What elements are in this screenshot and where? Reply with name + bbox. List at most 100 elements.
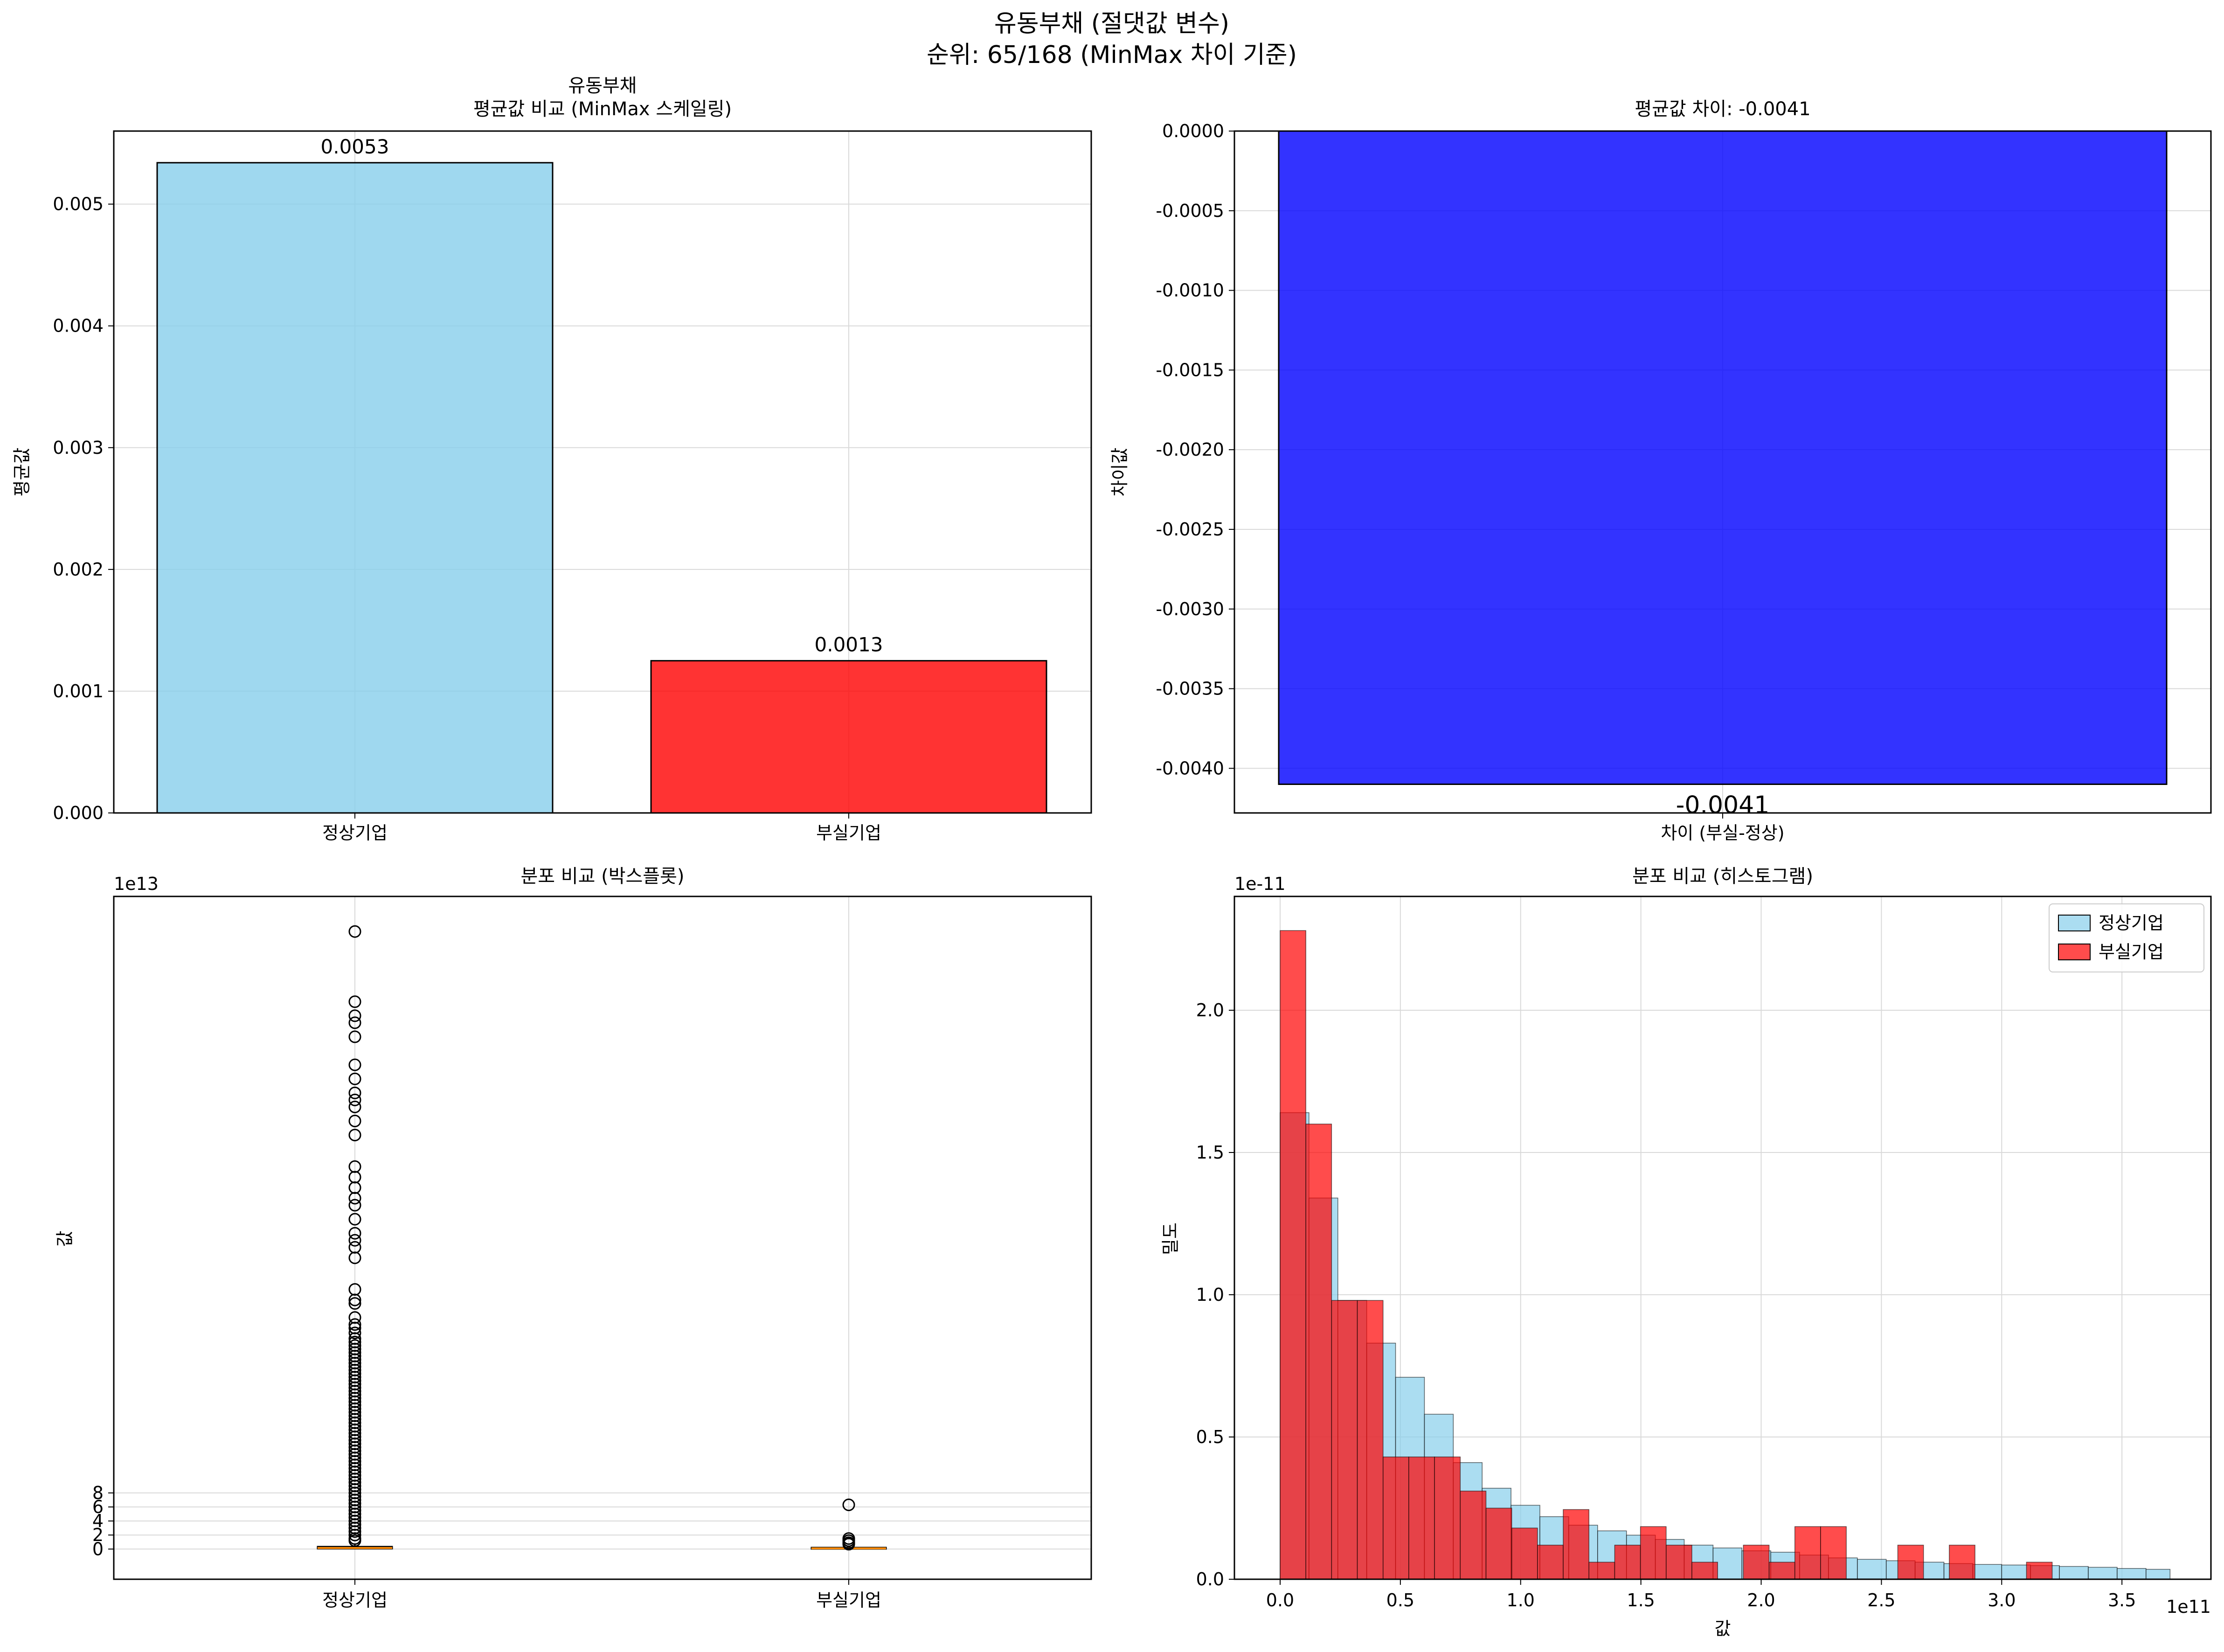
- x-tick-label: 2.5: [1867, 1590, 1895, 1610]
- hist-bar-distressed: [1511, 1527, 1538, 1580]
- hist-bar-normal: [2145, 1569, 2171, 1580]
- hist-bar-distressed: [1820, 1526, 1847, 1580]
- outlier-point: [348, 1009, 361, 1022]
- hist-bar-distressed: [1691, 1562, 1718, 1580]
- panel3-title: 분포 비교 (박스플롯): [520, 866, 684, 887]
- x-tick-label: 2.0: [1747, 1590, 1775, 1610]
- panel1-ylabel: 평균값: [12, 448, 32, 497]
- hist-bar-distressed: [1331, 1300, 1358, 1580]
- y-tick-label: 0.5: [1196, 1427, 1224, 1447]
- hist-bar-distressed: [1743, 1545, 1770, 1580]
- x-tick-label: 3.5: [2108, 1590, 2136, 1610]
- hist-bar-normal: [1857, 1559, 1887, 1580]
- outlier-point: [348, 1086, 361, 1099]
- hist-bar-distressed: [1563, 1509, 1589, 1580]
- panel4-xlabel: 값: [1715, 1618, 1731, 1639]
- outlier-point: [348, 1297, 361, 1310]
- outlier-point: [348, 1199, 361, 1212]
- panel1-title-line1: 유동부채: [568, 75, 637, 97]
- hist-bar-distressed: [1408, 1456, 1435, 1580]
- x-tick-label: 정상기업: [322, 1590, 388, 1610]
- y-tick-label: 4: [92, 1511, 104, 1531]
- panel2-title: 평균값 차이: -0.0041: [1635, 98, 1810, 120]
- y-tick-label: 0.003: [53, 437, 104, 458]
- y-tick-label: 2.0: [1196, 1000, 1224, 1020]
- x-tick-label: 1.0: [1507, 1590, 1535, 1610]
- figure-title-line1: 유동부채 (절댓값 변수): [994, 10, 1229, 38]
- y-tick-label: 0.0: [1196, 1569, 1224, 1590]
- figure-title-line2: 순위: 65/168 (MinMax 차이 기준): [927, 41, 1297, 69]
- x-tick-label: 0.0: [1266, 1590, 1294, 1610]
- legend-swatch-distressed: [2058, 944, 2091, 960]
- y-tick-label: 0.000: [53, 803, 104, 823]
- hist-bar-normal: [2117, 1568, 2147, 1580]
- x-tick-label: 차이 (부실-정상): [1661, 823, 1784, 843]
- panel1-title-line2: 평균값 비교 (MinMax 스케일링): [473, 98, 732, 120]
- y-tick-label: -0.0040: [1156, 758, 1224, 778]
- hist-bar-distressed: [1460, 1491, 1487, 1580]
- y-tick-label: 2: [92, 1525, 104, 1545]
- hist-bar-distressed: [1485, 1507, 1512, 1580]
- legend-swatch-normal: [2058, 915, 2091, 931]
- outlier-point: [842, 1499, 855, 1512]
- outlier-point: [348, 1016, 361, 1029]
- outlier-point: [348, 1525, 361, 1538]
- bar-value-label: 0.0013: [815, 633, 883, 656]
- x-tick-label: 0.5: [1386, 1590, 1414, 1610]
- outlier-point: [348, 1528, 361, 1541]
- hist-bar-distressed: [1434, 1456, 1461, 1580]
- y-tick-label: 0.0000: [1162, 121, 1224, 141]
- hist-bar-distressed: [1949, 1545, 1975, 1580]
- hist-bar-distressed: [1614, 1545, 1641, 1580]
- outlier-point: [348, 1318, 361, 1331]
- y-tick-label: 1.0: [1196, 1284, 1224, 1305]
- bar-difference: [1278, 130, 2168, 785]
- outlier-point: [348, 1192, 361, 1205]
- panel-histogram: 분포 비교 (히스토그램) 1e-11 1e11 0.0 0.5 1.0 1.5 2.0…: [1160, 866, 2212, 1639]
- y-tick-label: 8: [92, 1483, 104, 1503]
- outlier-point: [348, 1534, 361, 1547]
- histogram-legend: 정상기업 부실기업: [2049, 903, 2204, 972]
- y-tick-label: -0.0035: [1156, 679, 1224, 699]
- panel1-frame: [113, 130, 1092, 814]
- outlier-point: [348, 1213, 361, 1226]
- y-tick-label: 1.5: [1196, 1142, 1224, 1163]
- x-tick-label: 정상기업: [322, 823, 388, 843]
- y-tick-label: -0.0015: [1156, 360, 1224, 380]
- bar-value-label: 0.0053: [321, 135, 389, 158]
- hist-bar-distressed: [1640, 1526, 1667, 1580]
- hist-bar-distressed: [1382, 1456, 1409, 1580]
- outlier-point: [348, 1114, 361, 1127]
- y-tick-label: 0.001: [53, 681, 104, 701]
- hist-bar-normal: [2059, 1566, 2089, 1580]
- hist-bar-distressed: [1305, 1124, 1332, 1580]
- x-tick-label: 부실기업: [816, 823, 881, 843]
- outlier-point: [348, 1093, 361, 1106]
- panel4-ylabel: 밀도: [1160, 1222, 1181, 1255]
- outlier-point: [348, 1072, 361, 1085]
- hist-bar-distressed: [1537, 1545, 1564, 1580]
- legend-label-distressed: 부실기업: [2099, 942, 2164, 962]
- hist-bar-distressed: [1794, 1526, 1821, 1580]
- y-tick-label: -0.0005: [1156, 201, 1224, 221]
- hist-bar-normal: [1972, 1564, 2002, 1580]
- x-tick-label: 3.0: [1988, 1590, 2016, 1610]
- panel-mean-comparison: 유동부채 평균값 비교 (MinMax 스케일링) 0.0053 0.0013 0…: [12, 75, 1092, 843]
- hist-bar-distressed: [1588, 1562, 1615, 1580]
- outlier-point: [348, 995, 361, 1008]
- x-tick-label: 1.5: [1627, 1590, 1655, 1610]
- outlier-point: [348, 1227, 361, 1240]
- y-tick-label: -0.0025: [1156, 519, 1224, 540]
- bar-distressed: [650, 660, 1047, 814]
- x-tick-label: 부실기업: [816, 1590, 881, 1610]
- y-tick-label: -0.0030: [1156, 599, 1224, 619]
- panel4-x-offset: 1e11: [2166, 1596, 2211, 1617]
- panel3-y-offset: 1e13: [114, 874, 159, 894]
- panel3-frame: [113, 895, 1092, 1580]
- hist-bar-distressed: [1897, 1545, 1924, 1580]
- hist-bar-distressed: [1666, 1545, 1692, 1580]
- y-tick-label: 0.004: [53, 316, 104, 336]
- hist-bar-distressed: [1357, 1300, 1384, 1580]
